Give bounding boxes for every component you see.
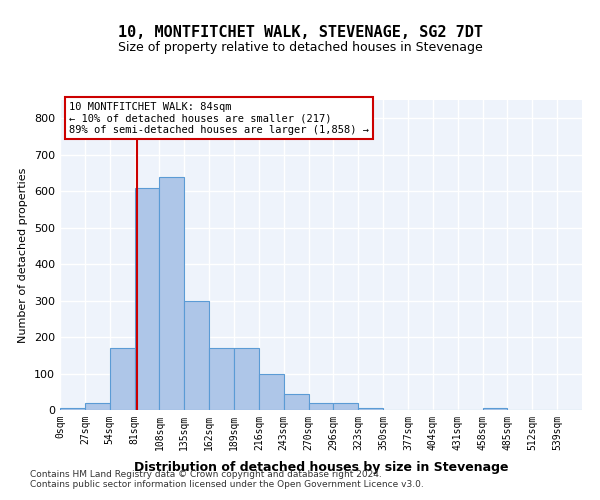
Bar [259, 374, 284, 410]
Bar [308, 402, 334, 410]
Bar [209, 348, 234, 410]
Bar [160, 176, 184, 410]
Text: 10 MONTFITCHET WALK: 84sqm
← 10% of detached houses are smaller (217)
89% of sem: 10 MONTFITCHET WALK: 84sqm ← 10% of deta… [69, 102, 369, 135]
X-axis label: Distribution of detached houses by size in Stevenage: Distribution of detached houses by size … [134, 461, 508, 474]
Y-axis label: Number of detached properties: Number of detached properties [19, 168, 28, 342]
Bar [60, 408, 85, 410]
Bar [358, 408, 383, 410]
Bar [234, 348, 259, 410]
Bar [134, 188, 160, 410]
Bar [284, 394, 308, 410]
Text: Contains HM Land Registry data © Crown copyright and database right 2024.
Contai: Contains HM Land Registry data © Crown c… [30, 470, 424, 490]
Bar [184, 300, 209, 410]
Bar [334, 402, 358, 410]
Bar [85, 402, 110, 410]
Bar [110, 348, 134, 410]
Text: Size of property relative to detached houses in Stevenage: Size of property relative to detached ho… [118, 41, 482, 54]
Text: 10, MONTFITCHET WALK, STEVENAGE, SG2 7DT: 10, MONTFITCHET WALK, STEVENAGE, SG2 7DT [118, 25, 482, 40]
Bar [482, 408, 508, 410]
